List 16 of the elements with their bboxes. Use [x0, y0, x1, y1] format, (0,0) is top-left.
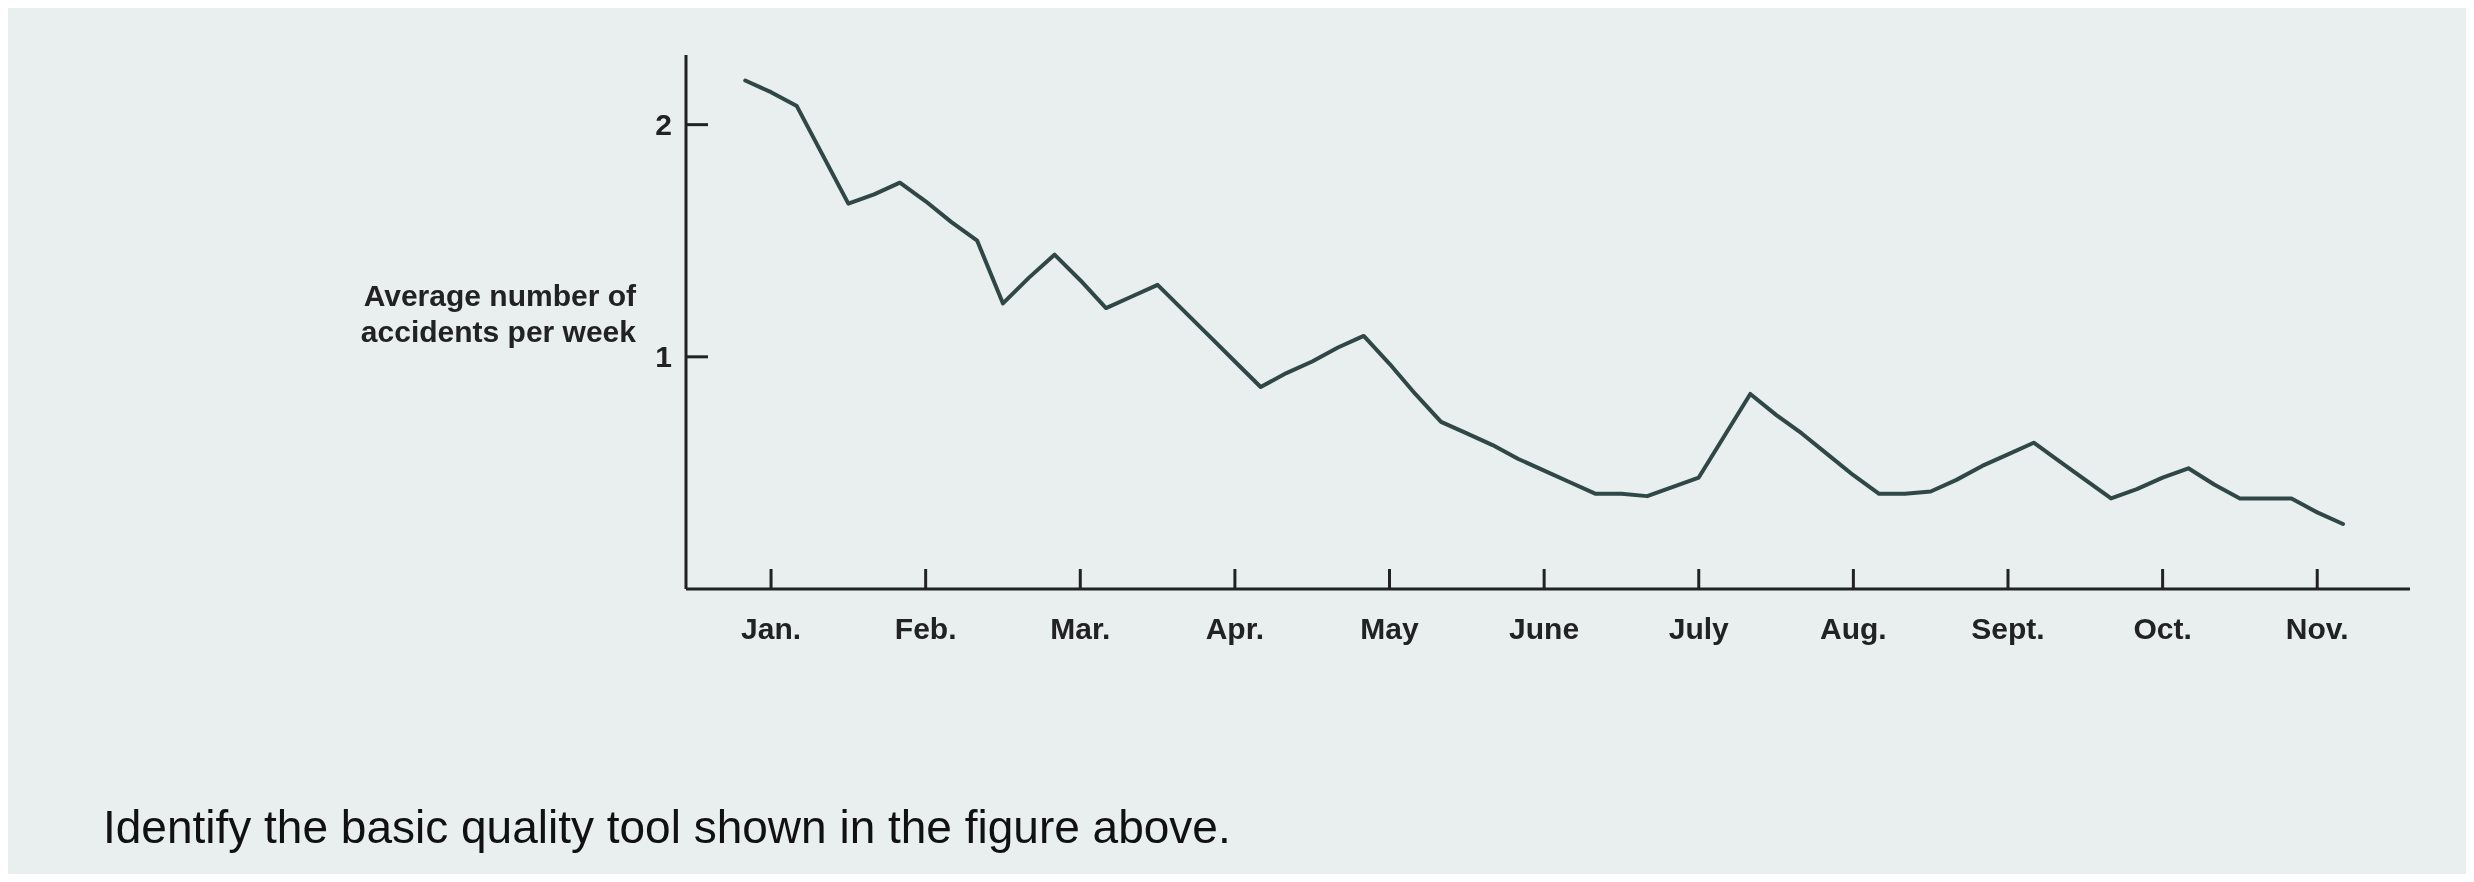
x-tick-label: July — [1668, 612, 1730, 645]
x-tick-label: June — [1509, 612, 1580, 645]
y-tick-label: 1 — [655, 340, 672, 374]
x-tick-label: Feb. — [894, 612, 957, 645]
text: Identify the basic quality tool shown in the figure above. — [103, 801, 1231, 853]
y-axis-title: Average number of accidents per week — [360, 279, 637, 348]
y-tick-label: 2 — [655, 108, 672, 142]
x-tick-label: Oct. — [2133, 612, 2192, 645]
x-tick-label: Aug. — [1820, 612, 1887, 645]
x-tick-label: May — [1360, 612, 1420, 645]
x-tick-label: Jan. — [741, 612, 802, 645]
x-tick-label: Nov. — [2285, 612, 2349, 645]
x-tick-label: Apr. — [1205, 612, 1265, 645]
x-tick-label: Sept. — [1971, 612, 2045, 645]
x-tick-label: Mar. — [1050, 612, 1111, 645]
line-series — [743, 78, 2345, 526]
